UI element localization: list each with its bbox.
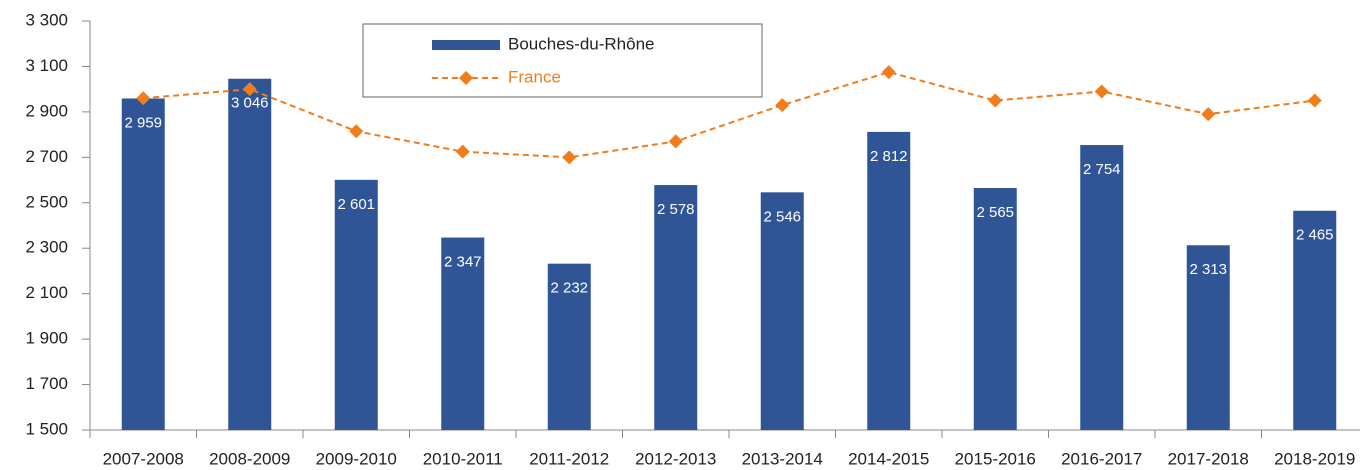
- line-marker: [349, 124, 364, 139]
- x-tick-label: 2012-2013: [635, 449, 716, 468]
- bar: [867, 131, 911, 430]
- data-label: 2 754: [1083, 161, 1121, 178]
- bar: [654, 185, 698, 430]
- line: [143, 71, 1315, 159]
- bar: [760, 192, 804, 430]
- legend-label: Bouches-du-Rhône: [508, 34, 654, 53]
- data-label: 2 565: [976, 204, 1014, 221]
- line-marker: [988, 93, 1003, 108]
- data-label: 2 812: [870, 148, 908, 165]
- y-tick-label: 3 300: [25, 10, 68, 29]
- line-marker: [1201, 107, 1216, 122]
- data-label: 2 232: [550, 280, 588, 297]
- legend-marker: [459, 71, 473, 85]
- x-tick-label: 2017-2018: [1168, 449, 1249, 468]
- data-label: 2 546: [763, 208, 801, 225]
- line-marker: [562, 150, 577, 165]
- y-tick-label: 1 700: [25, 374, 68, 393]
- bar: [441, 237, 485, 430]
- legend-box: [362, 23, 763, 98]
- y-tick-label: 1 500: [25, 419, 68, 438]
- data-label: 2 959: [124, 114, 162, 131]
- data-label: 3 046: [231, 95, 269, 112]
- y-tick-label: 2 300: [25, 238, 68, 257]
- x-tick-label: 2011-2012: [529, 449, 609, 468]
- y-tick-label: 2 900: [25, 101, 68, 120]
- line-marker: [1094, 84, 1109, 99]
- x-tick-label: 2009-2010: [316, 449, 397, 468]
- bar: [121, 98, 165, 430]
- x-tick-label: 2013-2014: [742, 449, 823, 468]
- data-label: 2 601: [337, 196, 375, 213]
- line-marker: [881, 65, 896, 80]
- y-tick-label: 2 100: [25, 283, 68, 302]
- x-tick-label: 2010-2011: [423, 449, 503, 468]
- bar: [1293, 210, 1337, 430]
- line-marker: [775, 98, 790, 113]
- x-tick-label: 2007-2008: [103, 449, 184, 468]
- bar: [1186, 245, 1230, 430]
- bar: [228, 78, 272, 430]
- x-tick-label: 2018-2019: [1274, 449, 1355, 468]
- y-tick-label: 2 500: [25, 192, 68, 211]
- y-tick-label: 2 700: [25, 147, 68, 166]
- data-label: 2 347: [444, 254, 482, 271]
- line-marker: [1307, 93, 1322, 108]
- x-tick-label: 2014-2015: [848, 449, 929, 468]
- legend-label: France: [508, 67, 561, 86]
- data-label: 2 578: [657, 201, 695, 218]
- y-tick-label: 1 900: [25, 329, 68, 348]
- x-tick-label: 2016-2017: [1061, 449, 1142, 468]
- line-marker: [668, 134, 683, 149]
- bar: [334, 179, 378, 430]
- line-marker: [455, 144, 470, 159]
- bar: [1080, 145, 1124, 430]
- data-label: 2 313: [1189, 261, 1227, 278]
- data-label: 2 465: [1296, 227, 1334, 244]
- line-marker: [242, 82, 257, 97]
- line-marker: [136, 91, 151, 106]
- legend-swatch: [432, 40, 500, 50]
- x-tick-label: 2015-2016: [955, 449, 1036, 468]
- bar: [547, 263, 591, 430]
- x-tick-label: 2008-2009: [209, 449, 290, 468]
- bar: [973, 188, 1017, 430]
- y-tick-label: 3 100: [25, 56, 68, 75]
